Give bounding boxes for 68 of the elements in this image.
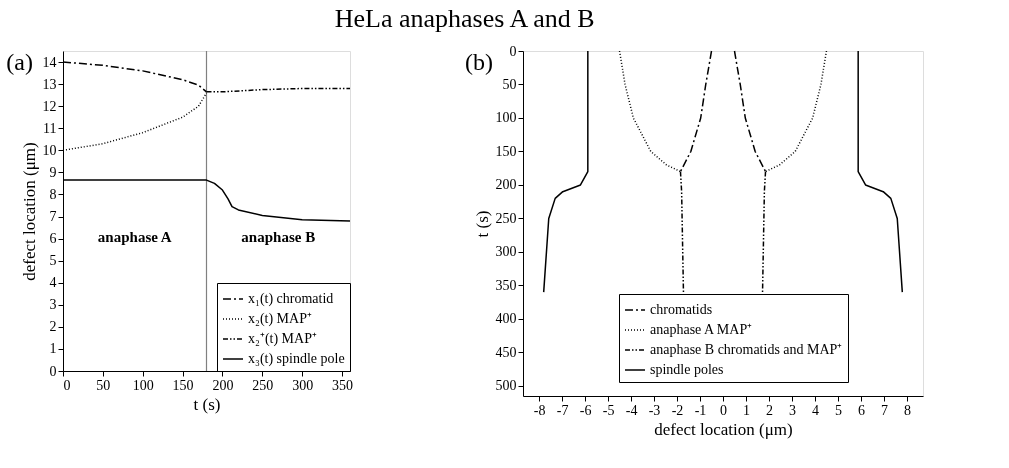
text: (a) bbox=[6, 49, 33, 75]
y-tick-label: 10 bbox=[42, 142, 57, 158]
annotation: anaphase B bbox=[241, 228, 316, 245]
x-tick-label: 1 bbox=[742, 402, 750, 418]
y-tick-label: 14 bbox=[42, 54, 57, 70]
legend-label: x₃(t) spindle pole bbox=[248, 351, 345, 367]
y-tick-label: 400 bbox=[495, 311, 517, 327]
x-tick-label: 300 bbox=[292, 377, 314, 393]
x-tick-label: -4 bbox=[625, 402, 638, 418]
x-tick-label: 8 bbox=[903, 402, 911, 418]
x-tick-label: -2 bbox=[671, 402, 684, 418]
y-axis-title: defect location (μm) bbox=[19, 142, 39, 281]
y-tick-label: 8 bbox=[49, 186, 57, 202]
y-tick-label: 13 bbox=[42, 76, 57, 92]
y-tick-label: 300 bbox=[495, 244, 517, 260]
x-tick-label: -7 bbox=[556, 402, 569, 418]
y-tick-label: 11 bbox=[43, 120, 57, 136]
y-tick-label: 0 bbox=[49, 363, 57, 379]
x-tick-label: -3 bbox=[648, 402, 661, 418]
legend-label: x₂(t) MAP⁺ bbox=[248, 311, 312, 327]
y-tick-label: 500 bbox=[495, 378, 517, 394]
x-axis-title: defect location (μm) bbox=[654, 419, 793, 439]
y-tick-label: 3 bbox=[49, 297, 57, 313]
y-tick-label: 450 bbox=[495, 344, 517, 360]
y-tick-label: 150 bbox=[495, 143, 517, 159]
y-tick-label: 9 bbox=[49, 164, 57, 180]
x-tick-label: 6 bbox=[857, 402, 865, 418]
x-tick-label: -5 bbox=[602, 402, 615, 418]
x-tick-label: 3 bbox=[788, 402, 796, 418]
x-axis-title: t (s) bbox=[193, 394, 221, 414]
y-tick-label: 250 bbox=[495, 210, 517, 226]
x-tick-label: 150 bbox=[172, 377, 194, 393]
x-tick-label: 2 bbox=[765, 402, 773, 418]
x-tick-label: -8 bbox=[533, 402, 546, 418]
y-tick-label: 100 bbox=[495, 110, 517, 126]
y-axis-title: t (s) bbox=[472, 210, 492, 238]
x-tick-label: -6 bbox=[579, 402, 592, 418]
y-tick-label: 12 bbox=[42, 98, 57, 114]
x-tick-label: 50 bbox=[96, 377, 111, 393]
y-tick-label: 5 bbox=[49, 253, 57, 269]
x-tick-label: -1 bbox=[694, 402, 707, 418]
x-tick-label: 5 bbox=[834, 402, 842, 418]
x-tick-label: 7 bbox=[880, 402, 888, 418]
y-tick-label: 350 bbox=[495, 277, 517, 293]
y-tick-label: 2 bbox=[49, 319, 57, 335]
y-tick-label: 200 bbox=[495, 177, 517, 193]
y-tick-label: 4 bbox=[49, 275, 57, 291]
legend-label: chromatids bbox=[650, 302, 713, 317]
legend-label: x₂⁺(t) MAP⁺ bbox=[248, 331, 317, 347]
y-tick-label: 6 bbox=[49, 231, 57, 247]
x-tick-label: 0 bbox=[63, 377, 71, 393]
x-tick-label: 100 bbox=[132, 377, 154, 393]
y-tick-label: 1 bbox=[49, 341, 57, 357]
text: HeLa anaphases A and B bbox=[334, 3, 595, 33]
x-tick-label: 200 bbox=[212, 377, 234, 393]
legend-label: spindle poles bbox=[650, 362, 724, 377]
x-tick-label: 0 bbox=[720, 402, 727, 418]
text: (b) bbox=[465, 49, 493, 75]
legend-label: anaphase B chromatids and MAP⁺ bbox=[650, 342, 843, 357]
x-tick-label: 350 bbox=[332, 377, 354, 393]
x-tick-label: 4 bbox=[811, 402, 819, 418]
x-tick-label: 250 bbox=[252, 377, 274, 393]
y-tick-label: 7 bbox=[49, 209, 57, 225]
legend-label: anaphase A MAP⁺ bbox=[650, 322, 753, 337]
y-tick-label: 50 bbox=[502, 77, 517, 92]
y-tick-label: 0 bbox=[509, 43, 517, 59]
legend-label: x₁(t) chromatid bbox=[248, 291, 334, 307]
annotation: anaphase A bbox=[97, 228, 172, 245]
